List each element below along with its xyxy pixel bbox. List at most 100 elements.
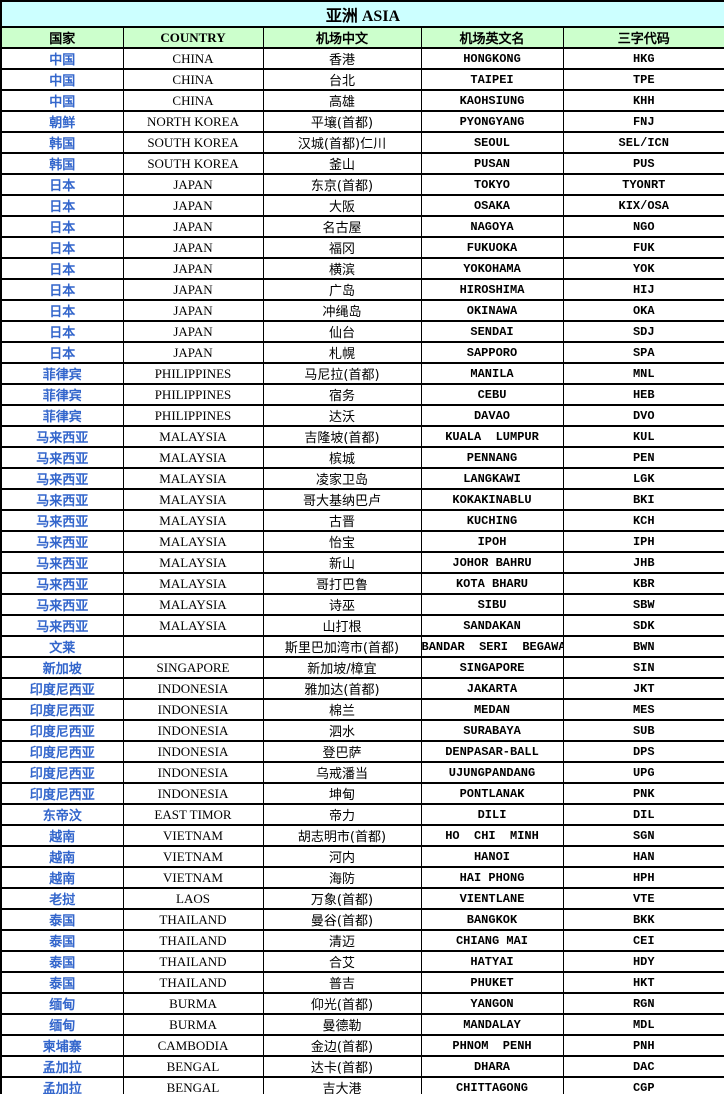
iata-code-cell: OKA (562, 299, 724, 322)
iata-code-cell: TPE (562, 68, 724, 91)
airport-cn-cell: 古晋 (262, 509, 422, 532)
country-cn-cell: 菲律宾 (0, 404, 124, 427)
country-cn-cell: 日本 (0, 257, 124, 280)
table-row: 东帝汶 EAST TIMOR 帝力 DILI DIL (0, 803, 724, 826)
table-row: 越南 VIETNAM 海防 HAI PHONG HPH (0, 866, 724, 889)
table-row: 马来西亚 MALAYSIA 诗巫 SIBU SBW (0, 593, 724, 616)
airport-en-cell: HIROSHIMA (420, 278, 564, 301)
iata-code-cell: BKK (562, 908, 724, 931)
table-row: 印度尼西亚 INDONESIA 雅加达(首都) JAKARTA JKT (0, 677, 724, 700)
country-cn-cell: 马来西亚 (0, 530, 124, 553)
country-cn-cell: 越南 (0, 824, 124, 847)
airport-cn-cell: 新山 (262, 551, 422, 574)
airport-en-cell: SENDAI (420, 320, 564, 343)
airport-cn-cell: 台北 (262, 68, 422, 91)
iata-code-cell: HKT (562, 971, 724, 994)
iata-code-cell: RGN (562, 992, 724, 1015)
country-en-cell: INDONESIA (122, 698, 264, 721)
country-en-cell: NORTH KOREA (122, 110, 264, 133)
airport-en-cell: PUSAN (420, 152, 564, 175)
country-cn-cell: 文莱 (0, 635, 124, 658)
table-row: 菲律宾 PHILIPPINES 宿务 CEBU HEB (0, 383, 724, 406)
airport-en-cell: SINGAPORE (420, 656, 564, 679)
iata-code-cell: VTE (562, 887, 724, 910)
country-en-cell: CHINA (122, 68, 264, 91)
country-en-cell: INDONESIA (122, 740, 264, 763)
country-cn-cell: 越南 (0, 845, 124, 868)
country-cn-cell: 日本 (0, 341, 124, 364)
airport-en-cell: LANGKAWI (420, 467, 564, 490)
table-row: 朝鲜 NORTH KOREA 平壤(首都) PYONGYANG FNJ (0, 110, 724, 133)
airport-en-cell: PYONGYANG (420, 110, 564, 133)
airport-cn-cell: 福冈 (262, 236, 422, 259)
country-cn-cell: 韩国 (0, 152, 124, 175)
iata-code-cell: DIL (562, 803, 724, 826)
country-en-cell: INDONESIA (122, 677, 264, 700)
airport-en-cell: JOHOR BAHRU (420, 551, 564, 574)
airport-cn-cell: 名古屋 (262, 215, 422, 238)
airport-en-cell: MANILA (420, 362, 564, 385)
airport-cn-cell: 哥打巴鲁 (262, 572, 422, 595)
table-title-row: 亚洲 ASIA (0, 0, 724, 28)
airport-cn-cell: 帝力 (262, 803, 422, 826)
table-row: 泰国 THAILAND 曼谷(首都) BANGKOK BKK (0, 908, 724, 931)
country-cn-cell: 马来西亚 (0, 425, 124, 448)
table-row: 越南 VIETNAM 胡志明市(首都) HO CHI MINH SGN (0, 824, 724, 847)
table-row: 马来西亚 MALAYSIA 哥打巴鲁 KOTA BHARU KBR (0, 572, 724, 595)
table-row: 印度尼西亚 INDONESIA 泗水 SURABAYA SUB (0, 719, 724, 742)
airport-cn-cell: 坤甸 (262, 782, 422, 805)
iata-code-cell: YOK (562, 257, 724, 280)
iata-code-cell: IPH (562, 530, 724, 553)
airport-en-cell: SURABAYA (420, 719, 564, 742)
country-cn-cell: 中国 (0, 89, 124, 112)
country-en-cell: PHILIPPINES (122, 383, 264, 406)
iata-code-cell: NGO (562, 215, 724, 238)
airport-cn-cell: 平壤(首都) (262, 110, 422, 133)
iata-code-cell: KIX/OSA (562, 194, 724, 217)
airport-en-cell: HONGKONG (420, 47, 564, 70)
country-cn-cell: 马来西亚 (0, 551, 124, 574)
country-cn-cell: 朝鲜 (0, 110, 124, 133)
table-row: 缅甸 BURMA 仰光(首都) YANGON RGN (0, 992, 724, 1015)
country-en-cell: MALAYSIA (122, 446, 264, 469)
table-row: 印度尼西亚 INDONESIA 乌戒潘当 UJUNGPANDANG UPG (0, 761, 724, 784)
iata-code-cell: HKG (562, 47, 724, 70)
iata-code-cell: JKT (562, 677, 724, 700)
country-en-cell: MALAYSIA (122, 614, 264, 637)
country-en-cell: CHINA (122, 47, 264, 70)
iata-code-cell: SEL/ICN (562, 131, 724, 154)
airport-cn-cell: 怡宝 (262, 530, 422, 553)
country-en-cell: MALAYSIA (122, 509, 264, 532)
country-cn-cell: 老挝 (0, 887, 124, 910)
airport-cn-cell: 高雄 (262, 89, 422, 112)
iata-code-cell: FNJ (562, 110, 724, 133)
airport-cn-cell: 吉大港 (262, 1076, 422, 1094)
iata-code-cell: SDJ (562, 320, 724, 343)
table-row: 马来西亚 MALAYSIA 山打根 SANDAKAN SDK (0, 614, 724, 637)
table-row: 菲律宾 PHILIPPINES 达沃 DAVAO DVO (0, 404, 724, 427)
airport-cn-cell: 斯里巴加湾市(首都) (262, 635, 422, 658)
airport-en-cell: BANDAR SERI BEGAWAN (420, 635, 564, 658)
country-cn-cell: 日本 (0, 173, 124, 196)
airport-cn-cell: 棉兰 (262, 698, 422, 721)
country-cn-cell: 印度尼西亚 (0, 677, 124, 700)
country-cn-cell: 马来西亚 (0, 446, 124, 469)
iata-code-cell: BKI (562, 488, 724, 511)
table-row: 日本 JAPAN 大阪 OSAKA KIX/OSA (0, 194, 724, 217)
country-cn-cell: 印度尼西亚 (0, 782, 124, 805)
country-cn-cell: 柬埔寨 (0, 1034, 124, 1057)
iata-code-cell: DPS (562, 740, 724, 763)
iata-code-cell: KUL (562, 425, 724, 448)
country-en-cell: BENGAL (122, 1076, 264, 1094)
country-en-cell: THAILAND (122, 908, 264, 931)
country-cn-cell: 印度尼西亚 (0, 719, 124, 742)
table-row: 印度尼西亚 INDONESIA 棉兰 MEDAN MES (0, 698, 724, 721)
airport-en-cell: HANOI (420, 845, 564, 868)
airport-en-cell: OSAKA (420, 194, 564, 217)
country-en-cell: CAMBODIA (122, 1034, 264, 1057)
iata-code-cell: KCH (562, 509, 724, 532)
table-row: 日本 JAPAN 札幌 SAPPORO SPA (0, 341, 724, 364)
airport-en-cell: CEBU (420, 383, 564, 406)
country-cn-cell: 马来西亚 (0, 614, 124, 637)
iata-code-cell: SUB (562, 719, 724, 742)
